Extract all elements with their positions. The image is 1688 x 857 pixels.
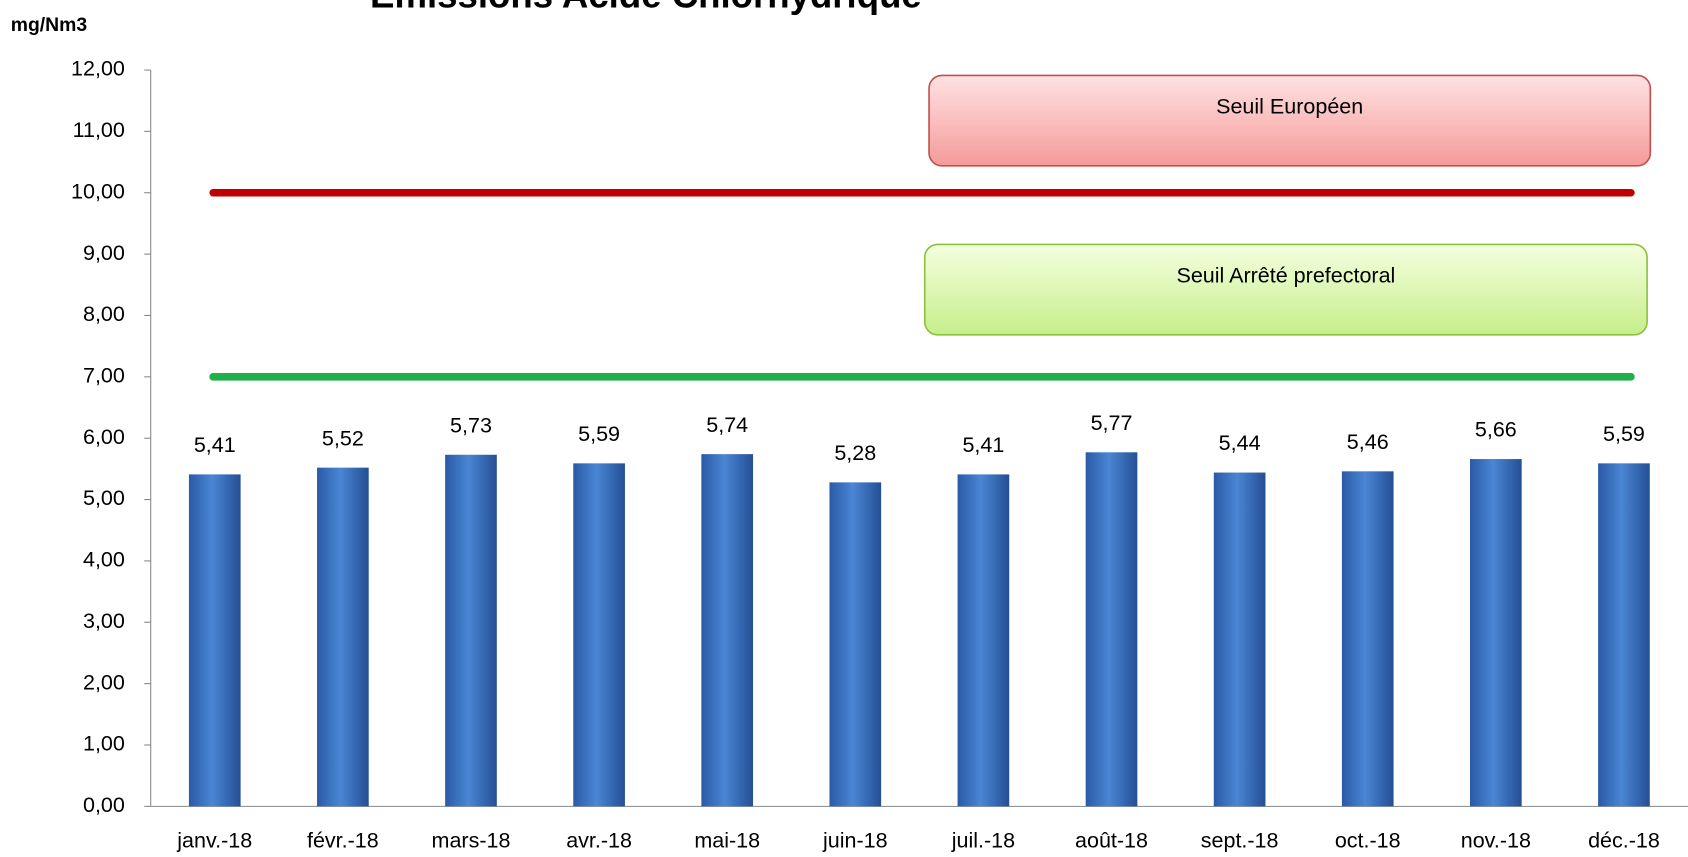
bar	[445, 454, 497, 807]
data-label: 5,66	[1475, 418, 1517, 442]
x-tick-label: oct.-18	[1335, 829, 1401, 853]
x-tick-label: avr.-18	[566, 829, 632, 853]
data-label: 5,73	[450, 413, 492, 437]
y-tick-label: 1,00	[83, 732, 125, 756]
annotation: Seuil Arrêté prefectoral	[1176, 263, 1395, 287]
bar	[573, 463, 625, 807]
bar	[1213, 472, 1266, 807]
x-tick-label: juil.-18	[951, 829, 1015, 853]
y-tick-label: 0,00	[83, 793, 125, 817]
x-tick-label: mai-18	[694, 829, 760, 853]
bar	[1598, 463, 1650, 807]
x-tick-label: nov.-18	[1461, 829, 1531, 853]
bar	[1085, 452, 1138, 807]
annotation-box	[923, 243, 1648, 336]
y-tick-label: 11,00	[73, 118, 125, 142]
chart-title: Emissions Acide Chlorhydrique	[370, 0, 922, 16]
y-tick-label: 8,00	[83, 302, 125, 326]
bar	[317, 467, 369, 807]
data-label: 5,52	[322, 426, 364, 450]
y-axis-label: mg/Nm3	[11, 14, 88, 36]
x-tick-label: juin-18	[822, 829, 888, 853]
y-tick-label: 9,00	[83, 241, 125, 265]
bar	[957, 474, 1010, 807]
y-tick-label: 7,00	[83, 364, 125, 388]
data-label: 5,28	[834, 441, 876, 465]
data-label: 5,77	[1091, 411, 1133, 435]
y-tick-label: 5,00	[83, 486, 125, 510]
data-label: 5,59	[578, 422, 620, 446]
bar	[701, 454, 754, 807]
y-tick-label: 6,00	[83, 425, 125, 449]
x-tick-label: févr.-18	[307, 829, 379, 853]
y-tick-label: 10,00	[71, 179, 125, 203]
annotation-box	[928, 74, 1652, 167]
bar	[1470, 459, 1522, 807]
bar	[188, 474, 241, 807]
data-label: 5,41	[194, 433, 236, 457]
y-tick-label: 3,00	[83, 609, 125, 633]
data-label: 5,59	[1603, 422, 1645, 446]
x-tick-label: mars-18	[432, 829, 511, 853]
x-tick-label: déc.-18	[1588, 829, 1660, 853]
bar	[1341, 471, 1394, 807]
y-tick-label: 12,00	[71, 57, 125, 81]
y-tick-label: 4,00	[83, 548, 125, 572]
x-tick-label: août-18	[1075, 829, 1148, 853]
x-tick-label: sept.-18	[1201, 829, 1279, 853]
data-label: 5,41	[962, 433, 1004, 457]
bar	[829, 482, 882, 807]
annotation: Seuil Européen	[1216, 94, 1363, 118]
data-label: 5,46	[1347, 430, 1389, 454]
data-label: 5,44	[1219, 431, 1261, 455]
y-tick-label: 2,00	[83, 670, 125, 694]
x-tick-label: janv.-18	[176, 829, 252, 853]
data-label: 5,74	[706, 413, 748, 437]
